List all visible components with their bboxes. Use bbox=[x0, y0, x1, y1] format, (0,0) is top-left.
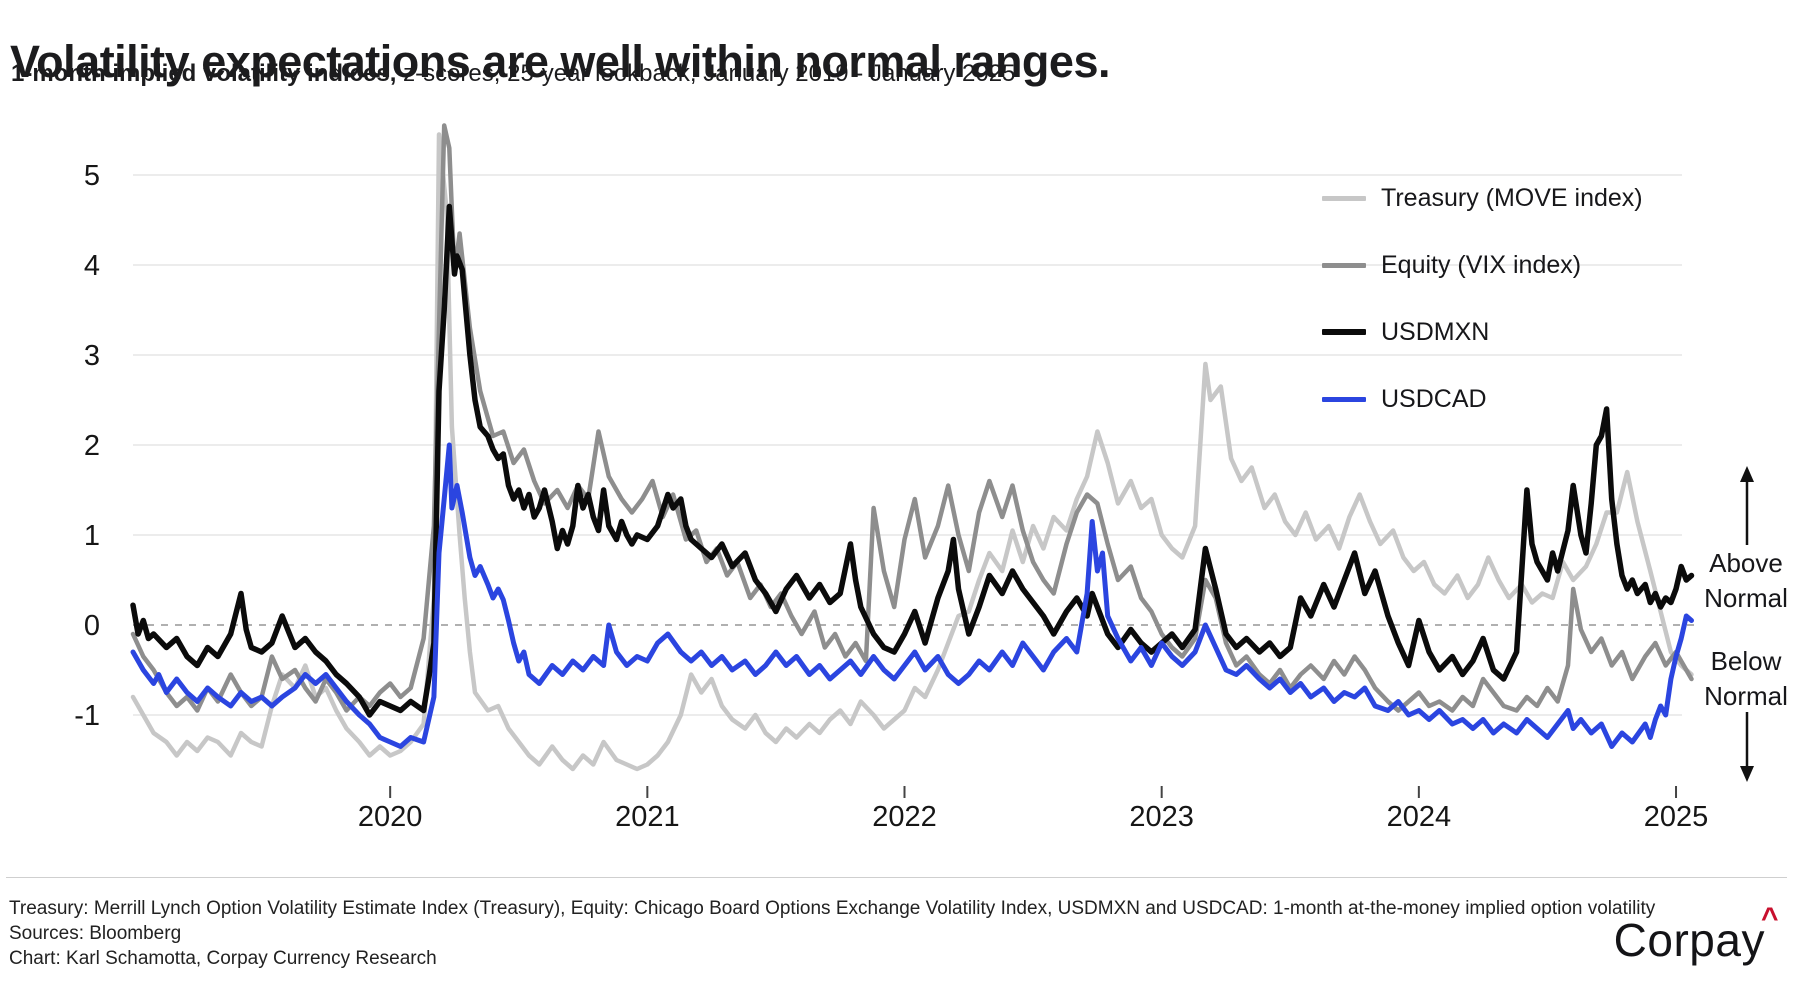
subtitle-rest: z-scores, 25-year lookback, January 2019… bbox=[396, 60, 1016, 87]
footer-notes: Treasury: Merrill Lynch Option Volatilit… bbox=[9, 896, 1655, 971]
usdmxn-line-swatch bbox=[1322, 329, 1366, 335]
subtitle-bold: 1-month implied volatility indices, bbox=[11, 60, 397, 87]
footer-credit: Chart: Karl Schamotta, Corpay Currency R… bbox=[9, 948, 437, 969]
above-normal-line1: Above bbox=[1709, 548, 1783, 578]
y-axis-labels: 5 4 3 2 1 0 -1 bbox=[74, 160, 100, 732]
series-usdcad bbox=[130, 442, 1694, 749]
svg-text:2020: 2020 bbox=[358, 801, 423, 833]
corpay-logo-text: Corpay bbox=[1613, 914, 1765, 966]
svg-text:2: 2 bbox=[84, 430, 100, 462]
corpay-logo-caret-icon: ^ bbox=[1760, 902, 1779, 935]
svg-text:3: 3 bbox=[84, 340, 100, 372]
above-normal-line2: Normal bbox=[1704, 583, 1788, 613]
series-usdmxn bbox=[130, 203, 1695, 718]
series-equity-vix-index bbox=[130, 123, 1694, 713]
legend-item-treasury: Treasury (MOVE index) bbox=[1322, 183, 1643, 213]
svg-text:4: 4 bbox=[84, 250, 100, 282]
svg-text:5: 5 bbox=[84, 160, 100, 192]
above-below-arrows bbox=[1740, 466, 1754, 782]
equity-line-swatch bbox=[1322, 262, 1366, 268]
legend-label: USDCAD bbox=[1381, 384, 1487, 413]
svg-text:2023: 2023 bbox=[1129, 801, 1194, 833]
svg-text:1: 1 bbox=[84, 520, 100, 552]
svg-text:2021: 2021 bbox=[615, 801, 680, 833]
chart-subtitle: 1-month implied volatility indices, z-sc… bbox=[11, 60, 1015, 88]
series-treasury-move-index bbox=[130, 132, 1694, 772]
below-normal-line2: Normal bbox=[1704, 681, 1788, 711]
corpay-logo: Corpay^ bbox=[1614, 902, 1779, 967]
legend-label: Equity (VIX index) bbox=[1381, 250, 1582, 279]
treasury-line-swatch bbox=[1322, 195, 1366, 201]
footer-divider bbox=[6, 877, 1787, 878]
footer-sources: Sources: Bloomberg bbox=[9, 923, 182, 944]
below-normal-line1: Below bbox=[1710, 646, 1782, 676]
legend-label: USDMXN bbox=[1381, 317, 1490, 346]
svg-text:-1: -1 bbox=[74, 700, 100, 732]
svg-text:2024: 2024 bbox=[1387, 801, 1452, 833]
below-normal-annotation: Below Normal bbox=[1666, 644, 1793, 714]
legend-item-usdmxn: USDMXN bbox=[1322, 317, 1489, 347]
svg-text:2022: 2022 bbox=[872, 801, 937, 833]
arrow-up-icon bbox=[1740, 466, 1754, 482]
svg-text:0: 0 bbox=[84, 610, 100, 642]
arrow-down-icon bbox=[1740, 766, 1754, 782]
footer-definitions: Treasury: Merrill Lynch Option Volatilit… bbox=[9, 898, 1656, 919]
legend-label: Treasury (MOVE index) bbox=[1381, 183, 1643, 212]
svg-text:2025: 2025 bbox=[1644, 801, 1709, 833]
legend-item-usdcad: USDCAD bbox=[1322, 384, 1487, 414]
page-title: Volatility expectations are well within … bbox=[10, 36, 1110, 88]
legend-item-equity: Equity (VIX index) bbox=[1322, 250, 1581, 280]
x-axis-labels: 2020 2021 2022 2023 2024 2025 bbox=[358, 786, 1708, 833]
above-normal-annotation: Above Normal bbox=[1666, 546, 1793, 616]
usdcad-line-swatch bbox=[1322, 396, 1366, 402]
